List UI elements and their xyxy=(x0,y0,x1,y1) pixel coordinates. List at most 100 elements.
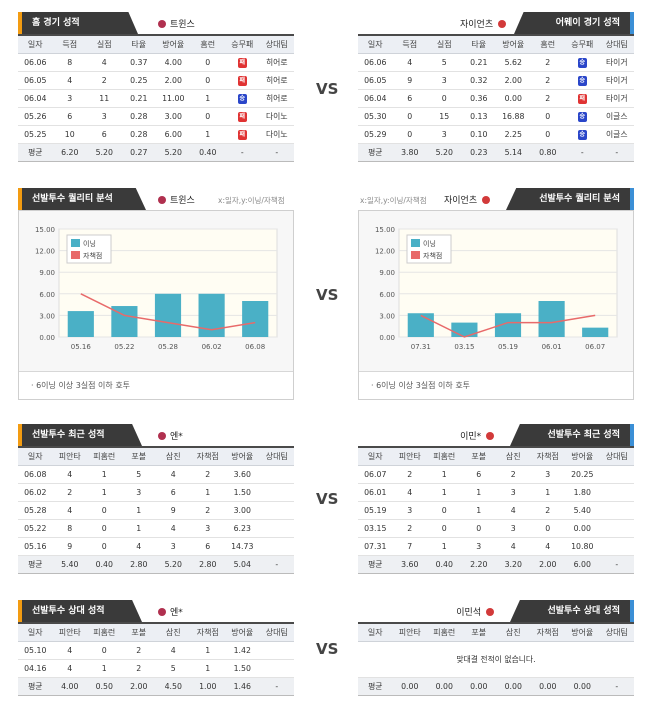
versus-right-table: 일자 피안타 피홈런 포볼 삼진 자책점 방어율 상대팀 맞대결 전적이 없습니다. 평균 0.00… xyxy=(358,622,634,696)
win-badge: 승 xyxy=(237,93,247,104)
average-cell: 1.00 xyxy=(190,677,225,696)
x-tick-label: 05.22 xyxy=(114,343,134,351)
average-cell: 6.00 xyxy=(565,555,600,574)
quality-left-header: 선발투수 퀄리티 분석 트윈스 x:일자,y:이닝/자책점 xyxy=(18,188,294,210)
legend-label: 자책점 xyxy=(83,251,102,260)
table-cell: 06.07 xyxy=(358,465,393,484)
recent-right-table: 일자 피안타 피홈런 포볼 삼진 자책점 방어율 상대팀 06.07 2 1 6 2 3 20.25 06.0… xyxy=(358,446,634,574)
table-cell: 3 xyxy=(530,465,565,484)
table-cell: 15 xyxy=(427,107,462,126)
table-cell: 승 xyxy=(225,89,260,108)
column-header: 피홈런 xyxy=(427,446,462,466)
table-cell: 4 xyxy=(392,483,427,502)
table-cell: 이글스 xyxy=(599,107,634,126)
table-cell: 4 xyxy=(52,641,87,660)
home-record-header: 홈 경기 성적 트윈스 xyxy=(18,12,294,34)
table-cell: 2 xyxy=(190,501,225,520)
column-header: 피안타 xyxy=(52,622,87,642)
average-cell: 평균 xyxy=(18,555,53,574)
table-cell: 10 xyxy=(52,125,87,144)
column-header: 피안타 xyxy=(52,446,87,466)
table-cell: 0.36 xyxy=(461,89,496,108)
table-cell: 0 xyxy=(392,107,427,126)
column-header: 타율 xyxy=(121,34,156,54)
earned-runs-line xyxy=(80,293,256,331)
table-cell: 0.21 xyxy=(461,53,496,72)
table-row: 06.08 4 1 5 4 2 3.60 xyxy=(18,465,294,484)
average-row: 평균 5.40 0.40 2.80 5.20 2.80 5.04- xyxy=(18,555,294,574)
innings-bar xyxy=(242,301,269,337)
column-header: 방어율 xyxy=(565,622,600,642)
average-cell: 0.50 xyxy=(87,677,122,696)
average-cell: - xyxy=(225,143,260,162)
loss-badge: 패 xyxy=(577,93,587,104)
win-badge: 승 xyxy=(577,75,587,86)
table-cell: 0 xyxy=(530,107,565,126)
table-cell: 2 xyxy=(392,519,427,538)
average-cell: 0.00 xyxy=(565,677,600,696)
quality-left-team: 트윈스 xyxy=(158,193,195,206)
table-row: 06.06 8 4 0.37 4.00 0 패 히어로 xyxy=(18,53,294,72)
table-cell: 2.25 xyxy=(496,125,531,144)
table-cell: 패 xyxy=(225,107,260,126)
table-cell: 승 xyxy=(565,71,600,90)
average-cell: 0.27 xyxy=(121,143,156,162)
table-cell: 3.00 xyxy=(156,107,191,126)
quality-right-title: 선발투수 퀄리티 분석 xyxy=(506,188,634,210)
table-cell: 6 xyxy=(156,483,191,502)
table-cell: 20.25 xyxy=(565,465,600,484)
table-cell: 1 xyxy=(190,89,225,108)
quality-left-title: 선발투수 퀄리티 분석 xyxy=(18,188,146,210)
table-cell: 6.23 xyxy=(225,519,260,538)
table-cell: 06.04 xyxy=(358,89,393,108)
table-cell: 06.06 xyxy=(358,53,393,72)
y-tick-label: 6.00 xyxy=(39,291,55,299)
table-cell: 06.04 xyxy=(18,89,53,108)
table-cell: 3 xyxy=(52,89,87,108)
table-cell: 3 xyxy=(427,125,462,144)
vs-label: VS xyxy=(316,490,339,508)
table-cell: 4 xyxy=(156,465,191,484)
table-cell: 4 xyxy=(156,641,191,660)
y-tick-label: 6.00 xyxy=(379,291,395,299)
win-badge: 승 xyxy=(577,111,587,122)
table-cell: 0.00 xyxy=(496,89,531,108)
recent-right-title: 선발투수 최근 성적 xyxy=(510,424,634,446)
column-header: 상대팀 xyxy=(259,622,294,642)
quality-left-chart-box: 0.00 3.00 6.00 9.00 12.00 15.00 05.16 05.22 05.2… xyxy=(18,210,294,400)
table-cell: 4 xyxy=(530,537,565,556)
home-record-title: 홈 경기 성적 xyxy=(18,12,138,34)
table-cell xyxy=(599,483,634,502)
column-header: 상대팀 xyxy=(599,446,634,466)
x-tick-label: 05.19 xyxy=(498,343,518,351)
column-header: 홈런 xyxy=(530,34,565,54)
table-cell: 3.60 xyxy=(225,465,260,484)
away-team-name: 자이언츠 xyxy=(460,17,510,30)
y-tick-label: 3.00 xyxy=(379,312,395,320)
versus-right-header: 이민석 선발투수 상대 성적 xyxy=(358,600,634,622)
table-cell: 05.26 xyxy=(18,107,53,126)
column-header: 상대팀 xyxy=(259,446,294,466)
recent-left-header: 선발투수 최근 성적 엔* xyxy=(18,424,294,446)
average-cell: 0.00 xyxy=(392,677,427,696)
table-cell: 4 xyxy=(156,519,191,538)
column-header: 일자 xyxy=(18,34,53,54)
y-tick-label: 15.00 xyxy=(375,226,395,234)
column-header: 승무패 xyxy=(565,34,600,54)
table-cell: 0.25 xyxy=(121,71,156,90)
average-cell: 2.00 xyxy=(121,677,156,696)
table-row: 05.29 0 3 0.10 2.25 0 승 이글스 xyxy=(358,125,634,144)
table-cell: 0 xyxy=(87,501,122,520)
column-header: 방어율 xyxy=(225,622,260,642)
quality-right-header: x:일자,y:이닝/자책점 자이언츠 선발투수 퀄리티 분석 xyxy=(358,188,634,210)
table-cell: 4 xyxy=(121,537,156,556)
table-cell: 0.00 xyxy=(565,519,600,538)
table-cell: 2.00 xyxy=(156,71,191,90)
average-cell: 평균 xyxy=(358,677,393,696)
y-tick-label: 0.00 xyxy=(379,334,395,342)
table-cell: 2 xyxy=(530,71,565,90)
average-cell: 0.23 xyxy=(461,143,496,162)
innings-bar xyxy=(407,313,434,337)
table-row: 04.16 4 1 2 5 1 1.50 xyxy=(18,659,294,678)
average-row: 평균 3.60 0.40 2.20 3.20 2.00 6.00- xyxy=(358,555,634,574)
